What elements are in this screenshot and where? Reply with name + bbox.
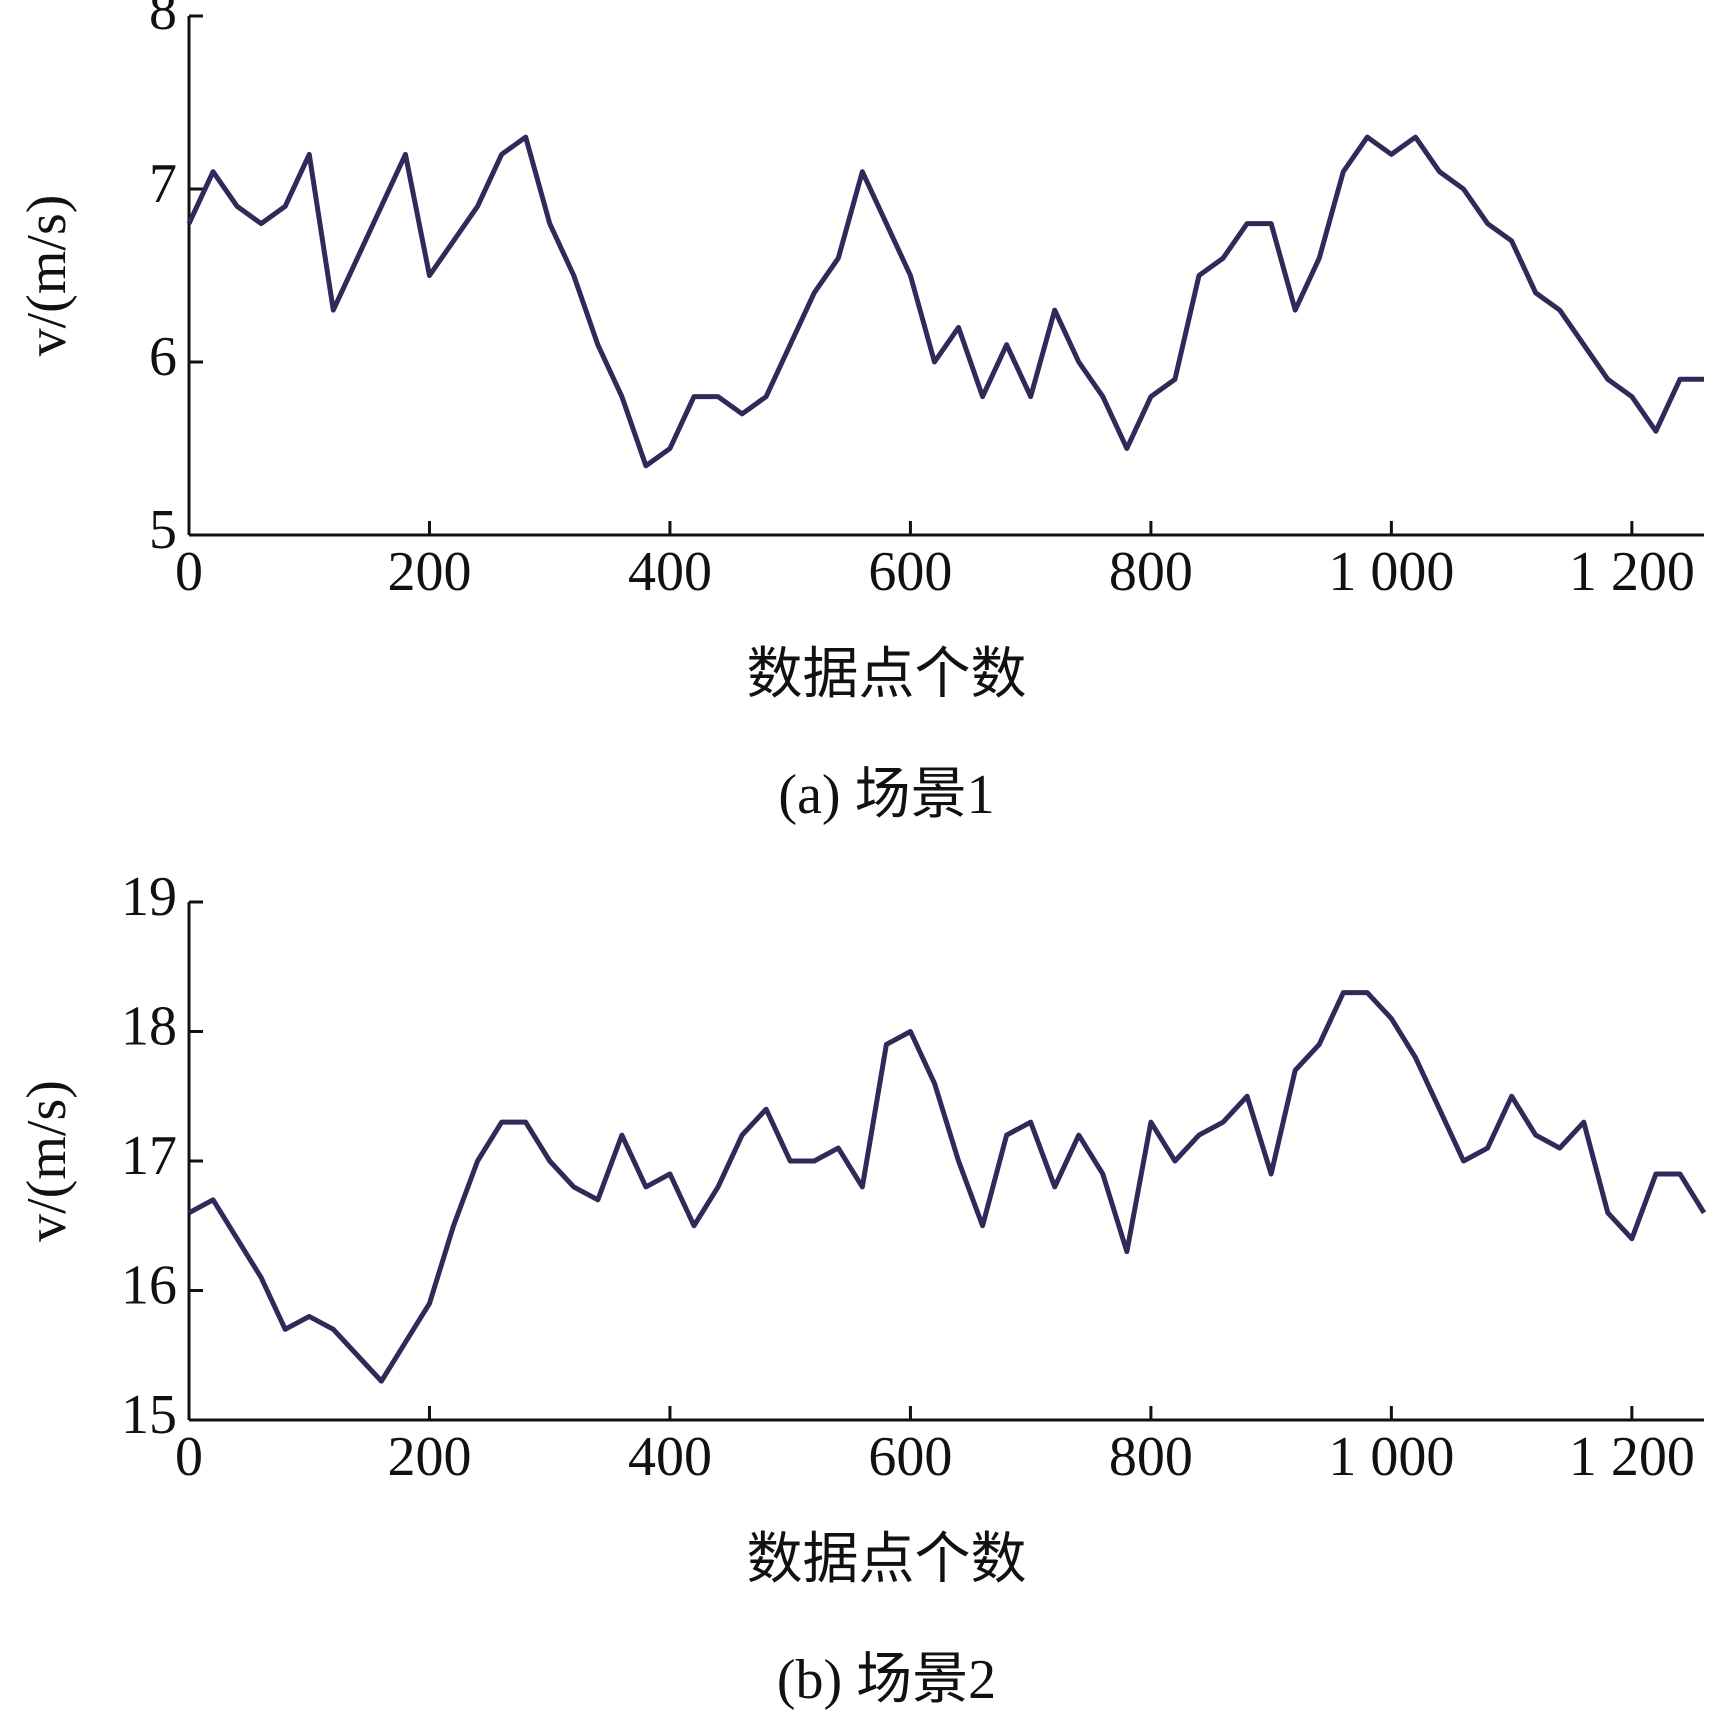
x-tick-label: 200: [387, 541, 471, 603]
y-tick-label: 16: [121, 1254, 177, 1316]
x-tick-label: 200: [387, 1426, 471, 1488]
caption: (a) 场景1: [778, 764, 994, 826]
y-tick-label: 8: [149, 0, 177, 42]
x-tick-label: 1 000: [1328, 541, 1454, 603]
x-tick-label: 800: [1109, 1426, 1193, 1488]
x-tick-label: 0: [175, 541, 203, 603]
x-tick-label: 1 200: [1569, 1426, 1695, 1488]
y-tick-label: 5: [149, 499, 177, 561]
y-axis-label: v/(m/s): [16, 1080, 78, 1242]
y-tick-label: 7: [149, 153, 177, 215]
x-tick-label: 600: [868, 541, 952, 603]
x-tick-label: 1 000: [1328, 1426, 1454, 1488]
x-tick-label: 800: [1109, 541, 1193, 603]
x-axis-label: 数据点个数: [747, 1529, 1027, 1591]
y-axis-label: v/(m/s): [16, 195, 78, 357]
x-tick-label: 1 200: [1569, 541, 1695, 603]
x-tick-label: 400: [628, 541, 712, 603]
x-tick-label: 600: [868, 1426, 952, 1488]
y-tick-label: 19: [121, 866, 177, 928]
line-series: [186, 134, 1704, 469]
y-tick-label: 6: [149, 326, 177, 388]
x-tick-label: 400: [628, 1426, 712, 1488]
x-axis-label: 数据点个数: [747, 644, 1027, 706]
y-tick-label: 18: [121, 995, 177, 1057]
y-tick-label: 15: [121, 1384, 177, 1446]
caption: (b) 场景2: [777, 1649, 996, 1711]
line-series: [187, 990, 1707, 1384]
y-tick-label: 17: [121, 1125, 177, 1187]
x-tick-label: 0: [175, 1426, 203, 1488]
